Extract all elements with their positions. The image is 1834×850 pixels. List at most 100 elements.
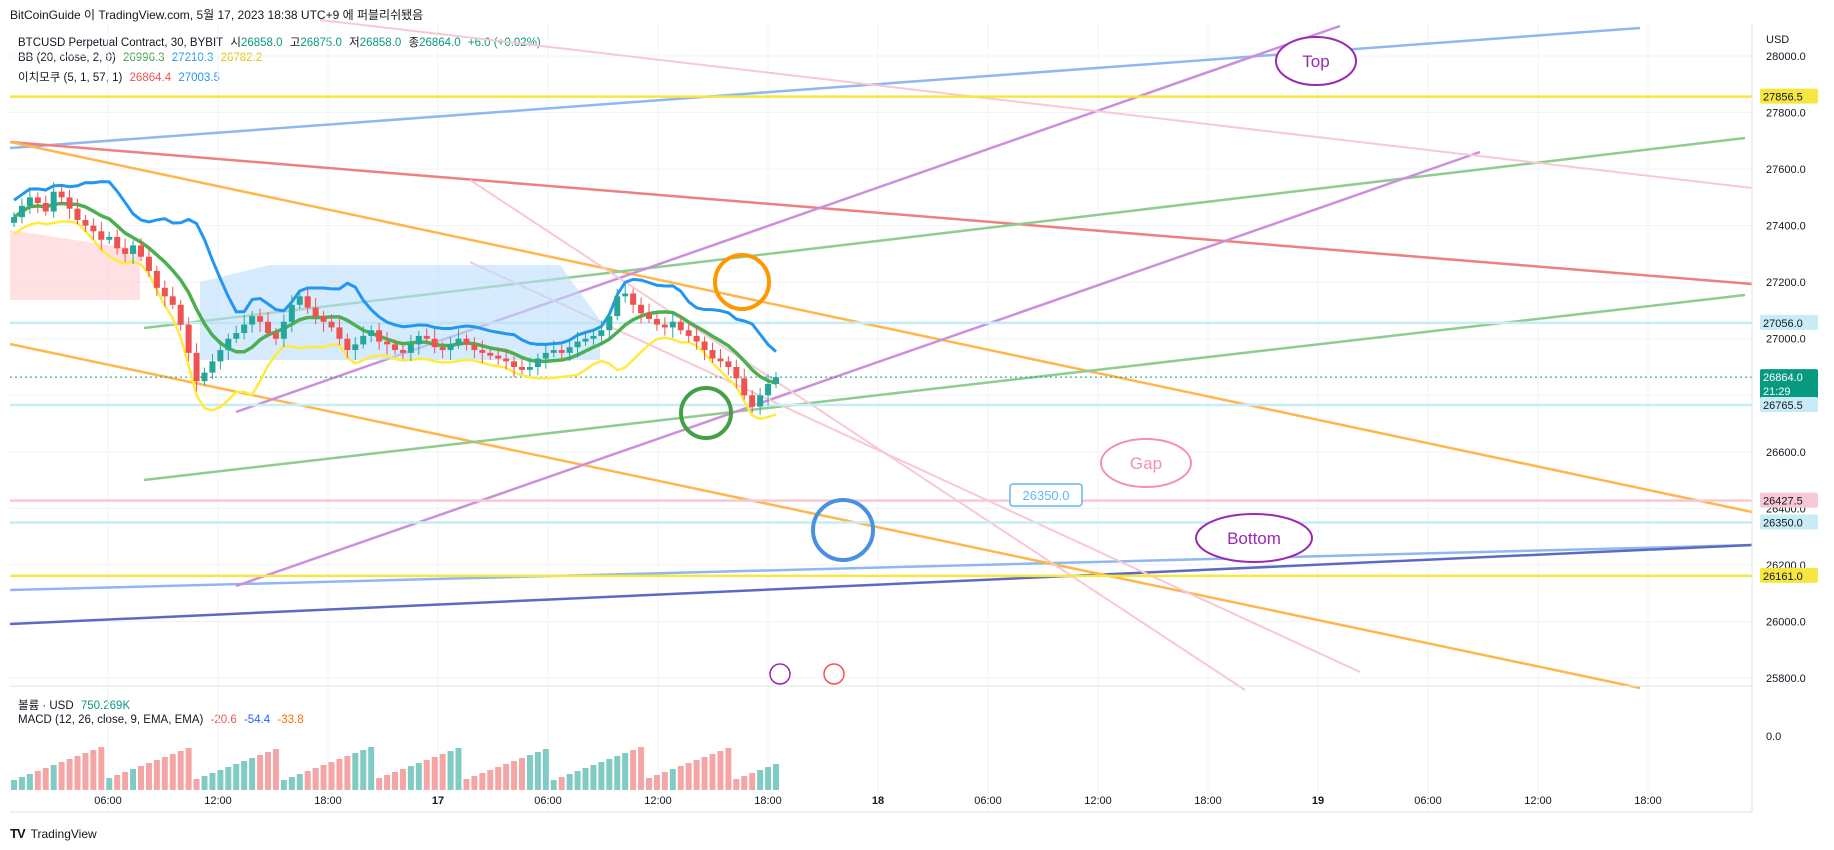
volume-bar (122, 772, 129, 790)
candle-up (368, 330, 375, 336)
volume-bar (765, 767, 772, 790)
footer-brand: TradingView (30, 826, 97, 841)
candle-down (479, 350, 486, 353)
publish-header: BitCoinGuide 이 TradingView.com, 5월 17, 2… (10, 8, 424, 22)
candle-down (733, 367, 740, 379)
price-tick-label: 26000.0 (1766, 616, 1806, 628)
macd-signal-value: -33.8 (277, 714, 304, 726)
candle-down (328, 321, 335, 328)
candle-down (677, 321, 684, 331)
candle-down (471, 344, 478, 351)
volume-legend[interactable]: 볼륨 · USD 750.269K (18, 697, 134, 713)
macd-legend[interactable]: MACD (12, 26, close, 9, EMA, EMA) -20.6 … (18, 714, 308, 726)
time-tick-label: 12:00 (1084, 795, 1112, 807)
volume-bar (558, 777, 565, 790)
candle-up (26, 197, 33, 206)
bb-upper-line (13, 180, 777, 353)
volume-bar (749, 773, 756, 790)
candle-up (574, 341, 581, 348)
emoji-neutral-icon (679, 386, 733, 440)
price-label-text: 27856.5 (1763, 92, 1803, 104)
volume-bar (677, 766, 684, 790)
volume-bar (265, 752, 271, 790)
time-tick-label: 18:00 (754, 795, 782, 807)
volume-bar (701, 757, 708, 790)
time-tick-label: 12:00 (204, 795, 232, 807)
trend-line (9, 140, 1753, 514)
tradingview-logo-icon: TV (10, 826, 26, 841)
trend-line (9, 342, 1641, 690)
price-axis: 28000.0 27800.0 27600.0 27400.0 27200.0 27000… (1751, 24, 1818, 812)
candle-down (153, 270, 160, 288)
time-tick-label: 06:00 (974, 795, 1002, 807)
price-label-text: 26864.0 (1763, 372, 1803, 384)
candle-up (280, 321, 287, 339)
volume-bar (169, 754, 176, 790)
volume-bar (384, 775, 391, 790)
volume-bar (352, 753, 359, 790)
volume-bar (399, 769, 406, 790)
open-label: 시 (230, 37, 241, 49)
volume-macd-pane (11, 747, 779, 790)
candle-down (272, 333, 279, 339)
trend-drawings (9, 19, 1753, 691)
volume-bar (74, 756, 81, 790)
volume-bar (614, 756, 621, 790)
volume-bar (26, 774, 33, 790)
volume-bar (773, 764, 779, 790)
gap-bubble (1100, 438, 1192, 488)
close-value: 26864.0 (419, 37, 461, 49)
volume-bar (376, 778, 383, 790)
candle-down (169, 296, 176, 305)
volume-bar (725, 748, 732, 790)
volume-bar (272, 749, 279, 790)
candle-down (709, 350, 716, 359)
candle-up (455, 338, 462, 345)
candle-down (66, 197, 73, 209)
price-label-text: 26161.0 (1763, 571, 1803, 583)
macd-tick-label: 0.0 (1766, 731, 1781, 743)
bb-legend[interactable]: BB (20, close, 2, 0) 26996.3 27210.3 267… (18, 52, 266, 64)
price-label-box (1760, 492, 1818, 508)
candle-up (622, 293, 629, 297)
candle-up (217, 350, 224, 362)
volume-bar (66, 759, 73, 790)
volume-bar (693, 760, 700, 790)
candle-down (463, 338, 470, 345)
volume-bar (542, 749, 549, 790)
candle-down (58, 191, 65, 198)
candle-up (407, 344, 414, 353)
candle-down (519, 367, 525, 370)
lightning-icon (769, 663, 791, 685)
volume-bar (598, 762, 605, 790)
ichimoku-legend[interactable]: 이치모쿠 (5, 1, 57, 1) 26864.4 27003.5 (18, 69, 224, 85)
candle-up (209, 361, 216, 373)
footer[interactable]: TV TradingView (10, 826, 97, 841)
volume-bar (653, 775, 660, 790)
volume-bar (217, 770, 224, 790)
candle-up (130, 245, 137, 254)
volume-bar (661, 772, 668, 790)
bb-lower-line (13, 220, 777, 421)
candle-up (542, 352, 549, 359)
ichimoku-b-value: 27003.5 (178, 72, 220, 84)
volume-bar (717, 751, 724, 790)
candle-up (526, 367, 533, 370)
candle-down (653, 318, 660, 325)
volume-bar (280, 780, 287, 790)
candle-up (288, 304, 295, 322)
candle-down (439, 347, 446, 351)
price-tick-label: 27000.0 (1766, 334, 1806, 346)
volume-bar (145, 763, 152, 790)
high-label: 고 (289, 37, 301, 49)
volume-bar (209, 773, 216, 790)
volume-bar (455, 748, 462, 790)
candle-down (177, 304, 184, 325)
candle-down (98, 231, 105, 240)
candle-down (558, 350, 565, 353)
symbol-label[interactable]: BTCUSD Perpetual Contract, 30, BYBIT (18, 37, 224, 49)
volume-bar (304, 771, 311, 790)
volume-bar (741, 776, 748, 790)
volume-bar (733, 779, 740, 790)
